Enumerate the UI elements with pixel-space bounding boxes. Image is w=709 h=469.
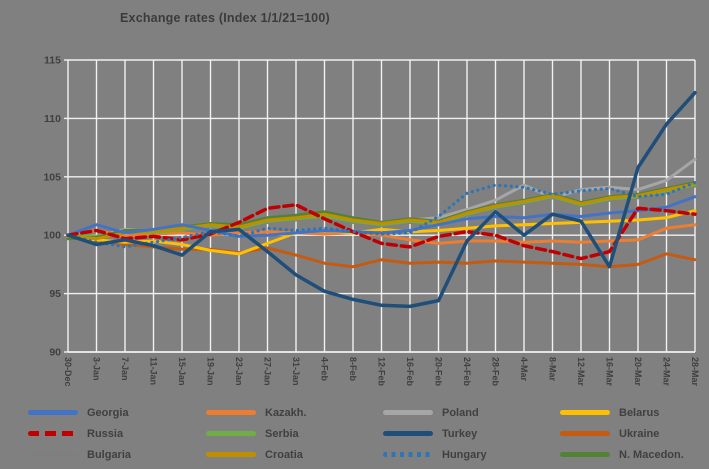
legend-label: Serbia <box>265 427 299 440</box>
legend-swatch <box>28 431 78 436</box>
x-tick-label: 20-Mar <box>633 357 643 387</box>
x-tick-label: 31-Jan <box>291 357 301 386</box>
x-tick-label: 28-Mar <box>690 357 700 387</box>
legend-item-poland: Poland <box>383 406 560 419</box>
x-tick-label: 4-Feb <box>320 357 330 382</box>
legend-label: Bulgaria <box>87 448 132 461</box>
legend-swatch <box>28 410 78 415</box>
x-tick-label: 19-Jan <box>206 357 216 386</box>
legend-item-georgia: Georgia <box>28 406 206 419</box>
x-tick-label: 11-Jan <box>149 357 159 385</box>
legend-item-croatia: Croatia <box>206 448 383 461</box>
legend-swatch <box>383 452 433 457</box>
legend-label: Hungary <box>442 448 487 461</box>
legend-item-ukraine: Ukraine <box>560 427 688 440</box>
legend-swatch <box>383 431 433 436</box>
plot-area: 90 95 100 105 110 115 30-Dec 3-Jan 7-Jan 11-Jan 15… <box>43 55 700 387</box>
legend-item-belarus: Belarus <box>560 406 688 419</box>
y-tick-label: 95 <box>49 288 61 300</box>
legend-swatch <box>560 431 610 436</box>
legend-label: Georgia <box>87 406 129 419</box>
series-line-croatia <box>66 182 697 241</box>
x-tick-label: 23-Jan <box>234 357 244 386</box>
legend-swatch <box>560 452 610 457</box>
legend-swatch <box>206 452 256 457</box>
x-tick-label: 16-Feb <box>405 357 415 387</box>
legend-swatch <box>383 410 433 415</box>
legend-label: Russia <box>87 427 124 440</box>
x-tick-label: 15-Jan <box>177 357 187 386</box>
x-tick-label: 8-Feb <box>348 357 358 382</box>
series-line-belarus <box>66 209 697 256</box>
y-tick-label: 110 <box>44 113 61 125</box>
legend-item-hungary: Hungary <box>383 448 560 461</box>
x-tick-label: 28-Feb <box>491 357 501 387</box>
x-tick-label: 12-Mar <box>576 357 586 387</box>
legend-item-kazakh-: Kazakh. <box>206 406 383 419</box>
series-line-ukraine <box>66 233 697 269</box>
x-tick-label: 12-Feb <box>377 357 387 387</box>
series-line-russia <box>66 203 697 261</box>
series-line-kazakh- <box>66 223 697 245</box>
x-tick-label: 4-Mar <box>519 357 529 382</box>
chart-title: Exchange rates (Index 1/1/21=100) <box>120 11 330 25</box>
legend-swatch <box>206 431 256 436</box>
series-line-hungary <box>66 181 697 249</box>
x-tick-label: 24-Feb <box>462 357 472 387</box>
legend-label: N. Macedon. <box>619 448 684 461</box>
y-tick-label: 105 <box>43 171 61 183</box>
x-tick-label: 24-Mar <box>662 357 672 387</box>
x-tick-label: 7-Jan <box>120 357 130 381</box>
series-line-turkey <box>66 90 697 309</box>
legend-label: Croatia <box>265 448 303 461</box>
y-tick-label: 90 <box>49 347 61 359</box>
x-tick-label: 30-Dec <box>63 357 73 387</box>
legend-label: Poland <box>442 406 479 419</box>
y-tick-label: 100 <box>43 230 61 242</box>
legend-item-serbia: Serbia <box>206 427 383 440</box>
legend-label: Ukraine <box>619 427 660 440</box>
legend-label: Turkey <box>442 427 478 440</box>
legend-swatch <box>560 410 610 415</box>
x-tick-label: 16-Mar <box>605 357 615 387</box>
legend-swatch <box>28 452 78 457</box>
legend-item-n-macedon-: N. Macedon. <box>560 448 688 461</box>
legend-item-russia: Russia <box>28 427 206 440</box>
legend-label: Belarus <box>619 406 660 419</box>
x-tick-label: 3-Jan <box>92 357 102 381</box>
legend-item-bulgaria: Bulgaria <box>28 448 206 461</box>
y-tick-label: 115 <box>44 55 61 67</box>
x-tick-label: 27-Jan <box>263 357 273 386</box>
chart-legend: Georgia Kazakh. Poland Belarus Russia Serbia T… <box>28 406 688 461</box>
x-tick-label: 20-Feb <box>434 357 444 387</box>
legend-swatch <box>206 410 256 415</box>
x-tick-label: 8-Mar <box>548 357 558 382</box>
legend-item-turkey: Turkey <box>383 427 560 440</box>
legend-label: Kazakh. <box>265 406 307 419</box>
